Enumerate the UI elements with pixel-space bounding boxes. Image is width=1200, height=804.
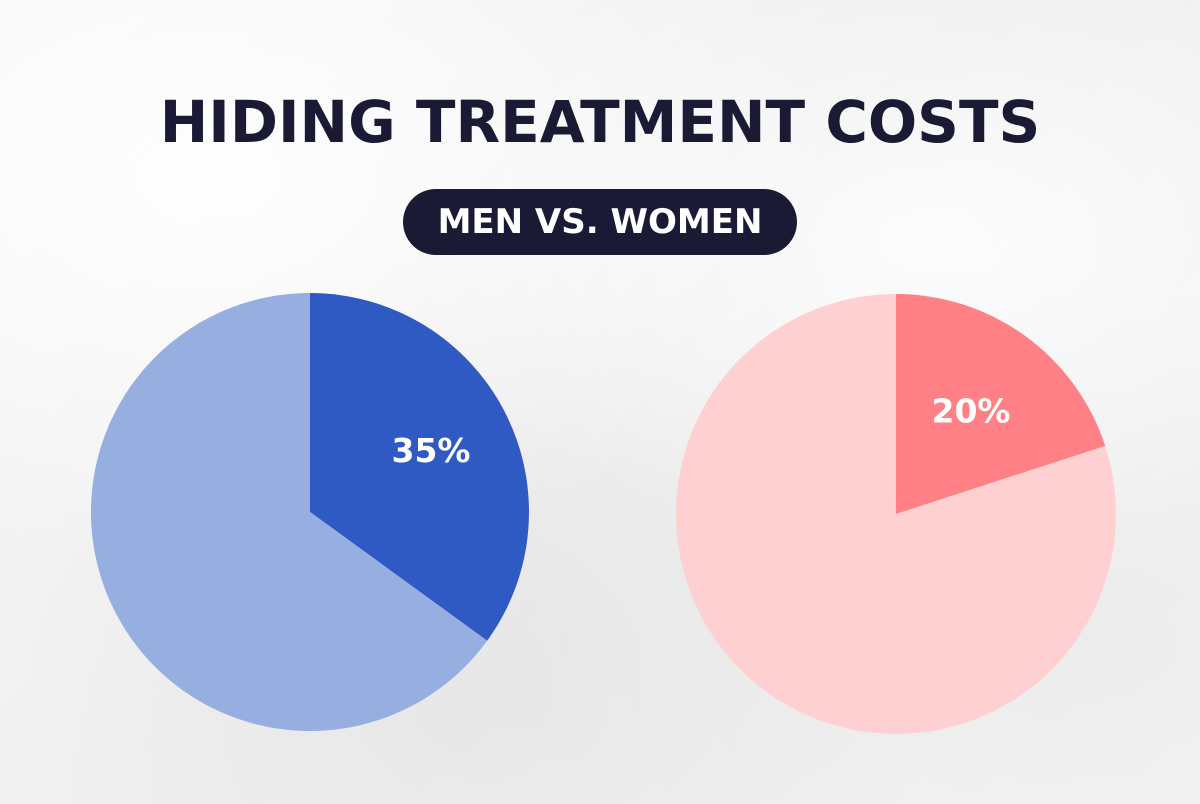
pie-men-slice-0-label: 35% (392, 431, 471, 470)
subtitle-text: MEN VS. WOMEN (437, 202, 763, 242)
pie-men-slice-1 (90, 293, 488, 731)
pie-women-slice-0-label: 20% (932, 391, 1011, 430)
pie-chart-men: 35% (90, 293, 529, 731)
pie-men-slice-0 (310, 293, 529, 641)
subtitle-badge: MEN VS. WOMEN (403, 189, 797, 255)
pie-women-slice-0 (896, 294, 1106, 514)
pie-women-slice-1 (675, 294, 1116, 734)
page-title: HIDING TREATMENT COSTS (159, 88, 1041, 156)
pie-chart-women: 20% (675, 294, 1116, 734)
